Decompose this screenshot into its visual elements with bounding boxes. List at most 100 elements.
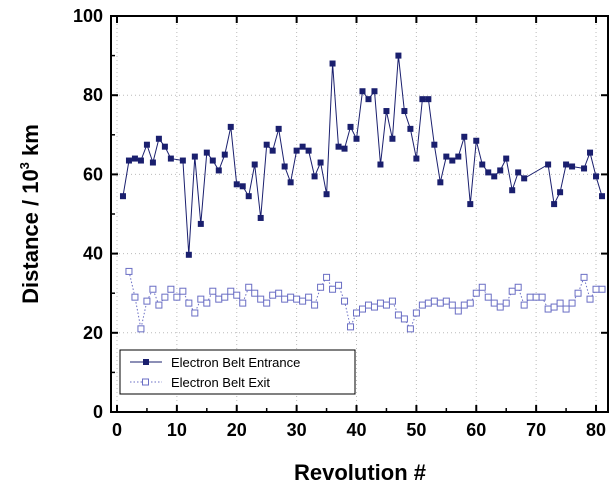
data-point-exit [197, 295, 205, 303]
data-point-entrance [461, 133, 468, 140]
x-tick-label: 0 [112, 420, 122, 440]
data-point-exit [490, 299, 498, 307]
data-point-entrance [287, 179, 294, 186]
data-point-entrance [149, 159, 156, 166]
data-point-exit [125, 267, 133, 275]
data-point-entrance [257, 214, 264, 221]
data-point-entrance [143, 141, 150, 148]
data-point-exit [203, 299, 211, 307]
data-point-exit [502, 299, 510, 307]
data-point-exit [215, 295, 223, 303]
data-point-entrance [521, 175, 528, 182]
data-point-entrance [221, 151, 228, 158]
data-point-exit [137, 325, 145, 333]
y-tick-label: 100 [73, 6, 103, 26]
data-point-exit [418, 301, 426, 309]
x-tick-label: 40 [346, 420, 366, 440]
data-point-entrance [407, 125, 414, 132]
data-point-entrance [335, 143, 342, 150]
data-point-exit [364, 301, 372, 309]
data-point-entrance [305, 147, 312, 154]
data-point-exit [317, 283, 325, 291]
x-tick-label: 10 [167, 420, 187, 440]
data-point-entrance [593, 173, 600, 180]
data-point-entrance [329, 60, 336, 67]
data-point-entrance [353, 135, 360, 142]
x-tick-label: 20 [227, 420, 247, 440]
data-point-exit [155, 301, 163, 309]
data-point-entrance [275, 125, 282, 132]
series-line-entrance [122, 55, 603, 255]
data-point-exit [233, 291, 241, 299]
data-point-exit [263, 299, 271, 307]
data-point-entrance [581, 165, 588, 172]
data-point-entrance [401, 108, 408, 115]
data-point-entrance [227, 123, 234, 130]
data-point-entrance [455, 153, 462, 160]
x-tick-label: 60 [466, 420, 486, 440]
data-point-exit [323, 273, 331, 281]
data-point-entrance [389, 135, 396, 142]
data-point-exit [335, 281, 343, 289]
data-point-exit [299, 297, 307, 305]
data-point-exit [209, 287, 217, 295]
data-point-entrance [323, 191, 330, 198]
data-point-exit [592, 285, 600, 293]
data-point-exit [580, 273, 588, 281]
data-point-entrance [215, 167, 222, 174]
data-point-exit [598, 285, 606, 293]
data-point-exit [311, 301, 319, 309]
data-point-exit [287, 293, 295, 301]
data-point-exit [173, 293, 181, 301]
data-point-entrance [557, 189, 564, 196]
data-point-exit [472, 289, 480, 297]
y-tick-label: 20 [83, 323, 103, 343]
data-point-entrance [209, 157, 216, 164]
legend-box [119, 349, 356, 395]
data-point-exit [376, 299, 384, 307]
data-point-entrance [551, 201, 558, 208]
y-tick-label: 40 [83, 244, 103, 264]
data-point-entrance [203, 149, 210, 156]
data-point-exit [353, 309, 361, 317]
data-point-exit [347, 323, 355, 331]
data-point-exit [520, 301, 528, 309]
data-point-entrance [449, 157, 456, 164]
data-point-exit [239, 299, 247, 307]
data-point-entrance [497, 167, 504, 174]
data-point-exit [508, 287, 516, 295]
data-point-entrance [251, 161, 258, 168]
data-point-exit [454, 307, 462, 315]
data-point-exit [568, 299, 576, 307]
data-point-entrance [359, 88, 366, 95]
y-axis-title-sup: 3 [17, 162, 32, 169]
data-point-entrance [395, 52, 402, 59]
data-point-exit [251, 289, 259, 297]
data-point-exit [269, 291, 277, 299]
data-point-entrance [137, 157, 144, 164]
data-point-entrance [467, 201, 474, 208]
data-point-exit [532, 293, 540, 301]
data-point-entrance [443, 153, 450, 160]
data-point-entrance [233, 181, 240, 188]
data-point-entrance [311, 173, 318, 180]
x-tick-label: 80 [586, 420, 606, 440]
data-point-exit [496, 303, 504, 311]
data-point-entrance [155, 135, 162, 142]
data-point-entrance [437, 179, 444, 186]
data-point-exit [586, 295, 594, 303]
data-point-exit [424, 299, 432, 307]
data-point-exit [460, 301, 468, 309]
data-point-entrance [473, 137, 480, 144]
data-point-entrance [263, 141, 270, 148]
data-point-exit [370, 303, 378, 311]
y-axis-title-main: Distance / 10 [18, 169, 43, 304]
x-tick-label: 70 [526, 420, 546, 440]
data-point-entrance [185, 251, 192, 258]
data-point-exit [430, 297, 438, 305]
data-point-exit [185, 299, 193, 307]
data-point-entrance [371, 88, 378, 95]
data-point-exit [227, 287, 235, 295]
data-point-entrance [569, 163, 576, 170]
axes: 0 20 40 60 80 100 0 10 20 30 40 50 60 70 80 [73, 6, 608, 440]
